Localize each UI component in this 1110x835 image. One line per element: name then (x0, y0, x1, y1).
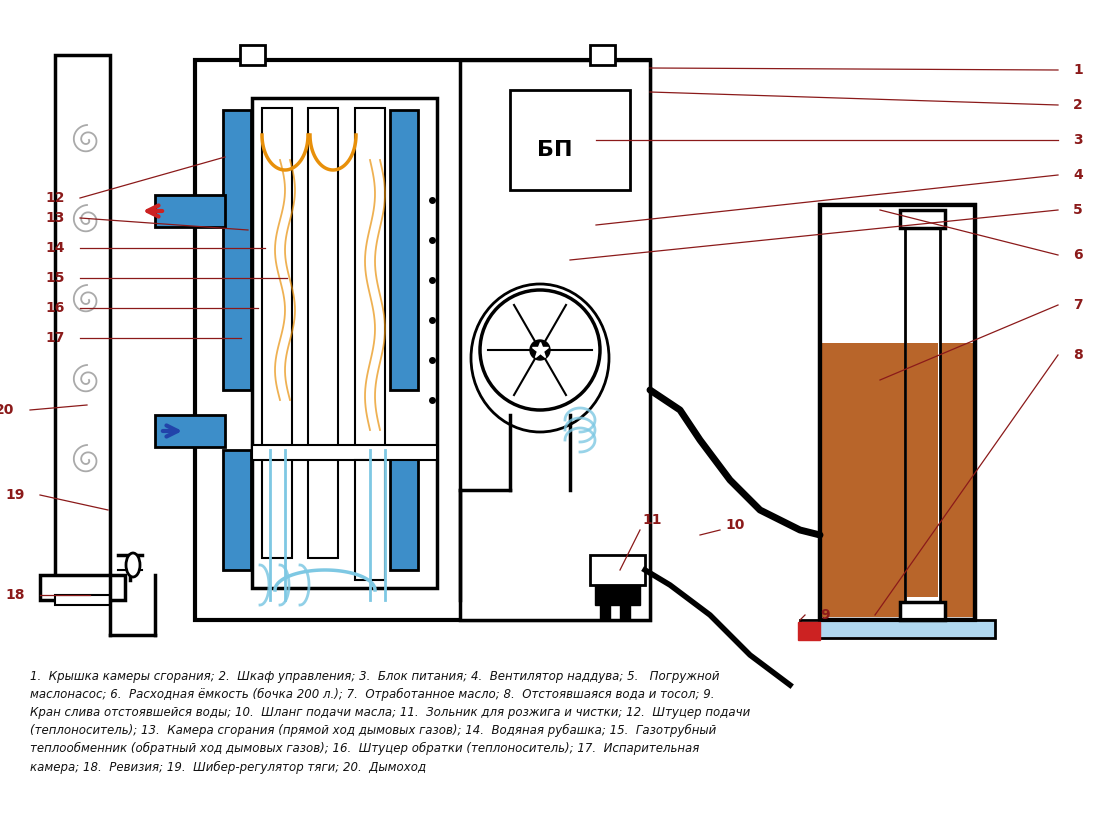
Bar (56, 55, 110, 600)
Bar (591, 555, 645, 585)
Text: 19: 19 (6, 488, 24, 502)
Text: 8: 8 (1073, 348, 1082, 362)
Bar (509, 90, 630, 190)
Text: 13: 13 (46, 211, 64, 225)
Bar (601, 605, 610, 620)
Bar (252, 445, 437, 460)
Bar (800, 620, 995, 638)
Circle shape (529, 340, 549, 360)
Bar (390, 110, 418, 390)
Text: 3: 3 (1073, 133, 1082, 147)
Bar (820, 205, 975, 620)
Bar (355, 108, 385, 448)
Bar (823, 343, 973, 617)
Bar (195, 60, 650, 620)
Bar (798, 622, 820, 640)
Bar (223, 450, 251, 570)
Text: 1.  Крышка камеры сгорания; 2.  Шкаф управления; 3.  Блок питания; 4.  Вентилято: 1. Крышка камеры сгорания; 2. Шкаф управ… (30, 670, 750, 773)
Bar (905, 220, 940, 615)
Ellipse shape (127, 553, 140, 577)
Text: 14: 14 (46, 241, 64, 255)
Text: 20: 20 (0, 403, 14, 417)
Text: 10: 10 (725, 518, 745, 532)
Text: 12: 12 (46, 191, 64, 205)
Bar (56, 595, 110, 605)
Bar (262, 108, 292, 558)
Bar (907, 343, 938, 597)
Text: 4: 4 (1073, 168, 1082, 182)
Bar (240, 45, 265, 65)
Text: 7: 7 (1073, 298, 1082, 312)
Bar (155, 415, 225, 447)
Text: 11: 11 (642, 513, 662, 527)
Bar (823, 207, 973, 343)
Bar (820, 205, 975, 620)
Bar (40, 575, 125, 600)
Text: 2: 2 (1073, 98, 1082, 112)
Bar (355, 460, 385, 580)
Bar (620, 605, 630, 620)
Bar (595, 585, 640, 605)
Text: 6: 6 (1073, 248, 1082, 262)
Text: 5: 5 (1073, 203, 1082, 217)
Bar (900, 602, 945, 620)
Bar (252, 98, 437, 588)
Bar (460, 60, 650, 620)
Bar (900, 210, 945, 228)
Bar (591, 45, 615, 65)
Bar (390, 450, 418, 570)
Bar (155, 195, 225, 227)
Text: 18: 18 (6, 588, 24, 602)
Text: БП: БП (537, 140, 573, 160)
Bar (820, 205, 975, 620)
Text: 17: 17 (46, 331, 64, 345)
Bar (223, 110, 251, 390)
Text: 1: 1 (1073, 63, 1082, 77)
Text: 16: 16 (46, 301, 64, 315)
Text: 15: 15 (46, 271, 64, 285)
Text: 9: 9 (820, 608, 829, 622)
Circle shape (480, 290, 601, 410)
Bar (307, 108, 339, 558)
